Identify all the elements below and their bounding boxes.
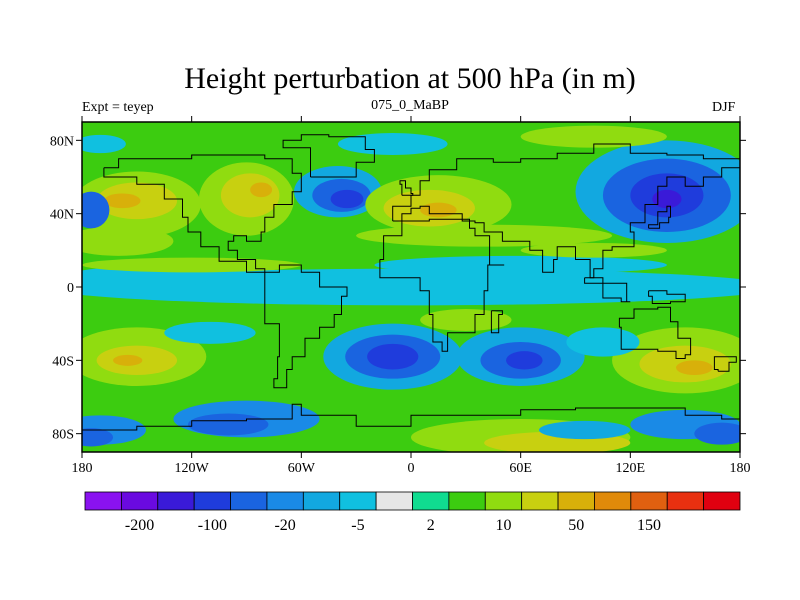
chart-title: Height perturbation at 500 hPa (in m) bbox=[184, 62, 636, 95]
colorbar-label: 50 bbox=[568, 517, 584, 534]
coastline bbox=[618, 306, 692, 359]
field-region bbox=[506, 351, 543, 370]
field-region bbox=[330, 189, 364, 209]
field-region bbox=[82, 428, 114, 447]
coastline bbox=[392, 143, 740, 221]
x-axis: 180 120W 60W 0 60E 120E 180 bbox=[72, 116, 751, 476]
experiment-label: Expt = teyep bbox=[82, 100, 154, 115]
coastline bbox=[399, 180, 414, 196]
field-region bbox=[652, 189, 682, 209]
season-label: DJF bbox=[712, 100, 736, 115]
x-tick-label: 180 bbox=[72, 461, 93, 476]
colorbar-swatch bbox=[84, 491, 122, 511]
y-tick-label: 40S bbox=[52, 354, 74, 369]
coastline bbox=[392, 167, 740, 279]
field-region bbox=[520, 125, 667, 148]
coastline bbox=[282, 134, 375, 178]
colorbar-swatch bbox=[521, 491, 559, 511]
colorbar-label: -200 bbox=[125, 517, 154, 534]
coastline bbox=[648, 205, 671, 229]
y-tick-label: 80N bbox=[50, 134, 74, 149]
colorbar-label: -5 bbox=[351, 517, 364, 534]
colorbar-swatch bbox=[448, 491, 486, 511]
coastline bbox=[103, 154, 302, 273]
x-tick-label: 60E bbox=[509, 461, 532, 476]
coastlines bbox=[82, 134, 740, 431]
map-field bbox=[82, 122, 740, 452]
field-region bbox=[82, 257, 302, 273]
coastline bbox=[490, 310, 503, 334]
field-region bbox=[82, 134, 126, 154]
y-tick-label: 0 bbox=[67, 281, 74, 296]
field-region bbox=[113, 354, 143, 366]
field-region bbox=[676, 360, 713, 375]
colorbar-swatch bbox=[630, 491, 668, 511]
colorbar-swatch bbox=[266, 491, 304, 511]
field-region bbox=[367, 343, 419, 370]
colorbar-label: 2 bbox=[427, 517, 435, 534]
colorbar-swatch bbox=[703, 491, 741, 511]
coastline bbox=[648, 290, 686, 304]
colorbar-swatch bbox=[412, 491, 450, 511]
colorbar-swatch bbox=[557, 491, 595, 511]
coastline bbox=[82, 403, 740, 431]
colorbar-swatch bbox=[302, 491, 341, 511]
field-region bbox=[103, 193, 141, 209]
colorbar-swatch bbox=[594, 491, 632, 511]
colorbar-label: -20 bbox=[274, 517, 295, 534]
field-region bbox=[420, 309, 512, 331]
field-region bbox=[250, 182, 273, 198]
field-region bbox=[188, 413, 269, 436]
colorbar-swatch bbox=[339, 491, 377, 511]
colorbar-swatch bbox=[375, 491, 413, 511]
x-tick-label: 180 bbox=[730, 461, 751, 476]
y-tick-label: 40N bbox=[50, 208, 74, 223]
coastline bbox=[584, 277, 631, 303]
field-region bbox=[82, 268, 740, 306]
y-tick-label: 80S bbox=[52, 428, 74, 443]
coastline bbox=[713, 356, 737, 372]
field-region bbox=[420, 202, 457, 218]
field-region bbox=[538, 420, 631, 440]
colorbar-swatch bbox=[193, 491, 231, 511]
y-axis: 80N 40N 0 40S 80S bbox=[50, 134, 746, 443]
x-tick-label: 120E bbox=[616, 461, 646, 476]
field-region bbox=[374, 255, 667, 275]
case-label: 075_0_MaBP bbox=[371, 98, 449, 113]
field-region bbox=[82, 266, 210, 289]
field-region bbox=[220, 173, 280, 218]
field-region bbox=[82, 191, 110, 229]
colorbar: -200 -100 -20 -5 2 10 50 150 bbox=[84, 491, 741, 534]
field-region bbox=[164, 321, 256, 344]
coastline bbox=[264, 264, 348, 389]
colorbar-swatch bbox=[120, 491, 159, 511]
x-tick-label: 60W bbox=[288, 461, 316, 476]
field-region bbox=[566, 327, 640, 357]
field-region bbox=[694, 422, 740, 445]
colorbar-swatch bbox=[666, 491, 705, 511]
x-tick-label: 0 bbox=[408, 461, 415, 476]
colorbar-swatch bbox=[484, 491, 523, 511]
colorbar-label: -100 bbox=[198, 517, 227, 534]
coastline bbox=[379, 218, 505, 352]
colorbar-swatch bbox=[157, 491, 195, 511]
x-tick-label: 120W bbox=[175, 461, 210, 476]
colorbar-label: 10 bbox=[495, 517, 511, 534]
colorbar-swatch bbox=[230, 491, 268, 511]
colorbar-label: 150 bbox=[637, 517, 661, 534]
